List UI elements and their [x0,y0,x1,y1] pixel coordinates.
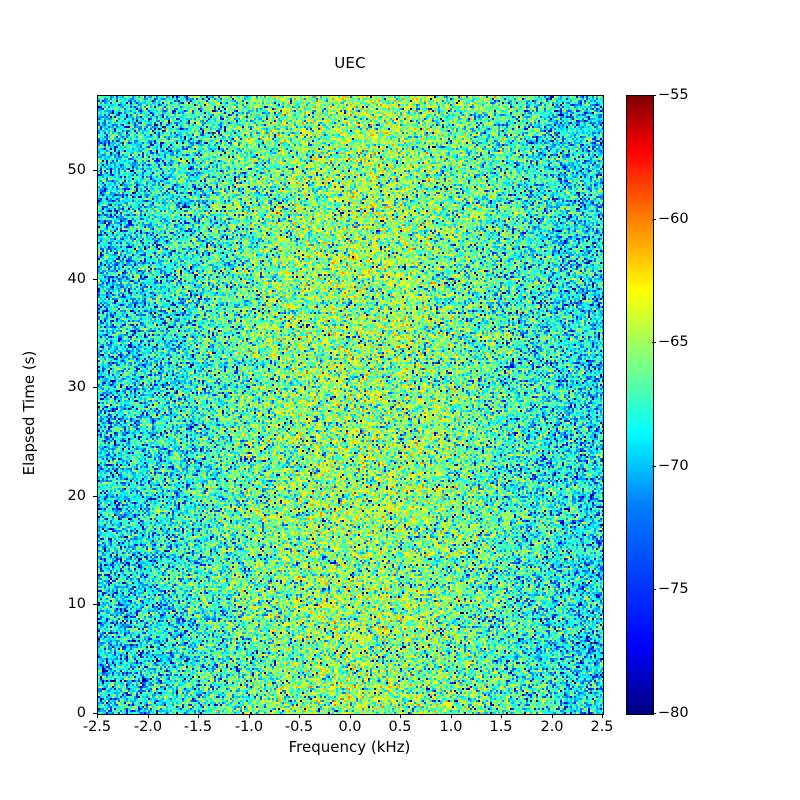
y-tick-label: 40 [67,271,86,287]
y-tick-label: 0 [76,705,86,721]
colorbar-tick-mark [652,219,656,220]
power-colorbar [626,95,654,715]
y-tick-mark [93,496,97,497]
x-tick-mark [350,714,351,718]
x-tick-mark [97,714,98,718]
colorbar-tick-mark [652,589,656,590]
x-tick-mark [249,714,250,718]
x-tick-label: -2.0 [133,719,163,735]
x-tick-mark [198,714,199,718]
y-tick-mark [93,713,97,714]
x-tick-label: 0.5 [388,719,412,735]
y-tick-mark [93,604,97,605]
y-tick-mark [93,387,97,388]
x-tick-mark [299,714,300,718]
colorbar-tick-mark [652,342,656,343]
y-tick-label: 10 [67,596,86,612]
colorbar-tick-mark [652,95,656,96]
x-tick-label: 2.0 [540,719,564,735]
y-tick-label: 20 [67,488,86,504]
y-tick-label: 30 [67,379,86,395]
x-tick-mark [501,714,502,718]
title-line-station: UEC [334,54,366,72]
x-tick-mark [602,714,603,718]
x-tick-label: 2.5 [590,719,614,735]
colorbar-tick-mark [652,713,656,714]
y-tick-mark [93,170,97,171]
x-tick-mark [552,714,553,718]
x-tick-label: -1.0 [234,719,264,735]
y-tick-mark [93,279,97,280]
x-tick-mark [400,714,401,718]
colorbar-tick-label: −60 [658,211,689,227]
x-tick-label: 0.0 [338,719,362,735]
y-tick-label: 50 [67,162,86,178]
colorbar-tick-label: −65 [658,334,689,350]
colorbar-tick-label: −55 [658,87,689,103]
spectrogram-axes [97,95,604,715]
x-tick-mark [148,714,149,718]
x-tick-label: 1.5 [489,719,513,735]
colorbar-tick-label: −80 [658,705,689,721]
x-tick-label: -0.5 [284,719,314,735]
x-tick-mark [451,714,452,718]
y-axis-label: Elapsed Time (s) [20,350,38,476]
colorbar-tick-mark [652,466,656,467]
x-axis-label: Frequency (kHz) [288,738,411,756]
colorbar-tick-label: −75 [658,581,689,597]
x-tick-label: -1.5 [183,719,213,735]
x-tick-label: -2.5 [82,719,112,735]
colorbar-tick-label: −70 [658,458,689,474]
x-tick-label: 1.0 [439,719,463,735]
spectrogram-heatmap [98,96,603,714]
